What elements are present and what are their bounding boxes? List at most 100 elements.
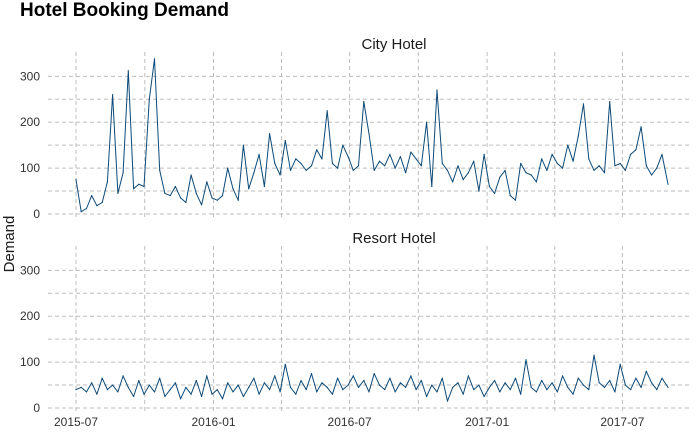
- data-point: [279, 391, 281, 393]
- data-point: [101, 201, 103, 204]
- data-point: [504, 169, 506, 171]
- data-point: [227, 167, 229, 169]
- data-point: [85, 207, 88, 210]
- y-tick-label: 100: [20, 161, 40, 175]
- data-point: [279, 174, 281, 176]
- data-point: [446, 169, 449, 171]
- data-point: [603, 172, 606, 174]
- data-point: [614, 165, 616, 167]
- data-point: [143, 393, 145, 395]
- data-point: [263, 185, 265, 188]
- data-point: [201, 204, 203, 206]
- data-point: [347, 384, 349, 386]
- data-point: [75, 389, 77, 391]
- y-tick-label: 300: [20, 69, 40, 83]
- x-tick-label: 2015-07: [54, 415, 98, 429]
- data-point: [405, 172, 407, 174]
- data-point: [467, 375, 469, 377]
- data-point: [127, 70, 129, 72]
- data-point: [138, 183, 140, 185]
- data-point: [316, 391, 318, 393]
- data-point: [169, 389, 171, 391]
- data-point: [352, 169, 354, 171]
- data-point: [609, 101, 611, 103]
- data-point: [133, 395, 135, 398]
- data-point: [274, 162, 276, 165]
- data-point: [148, 98, 150, 100]
- data-point: [122, 375, 124, 377]
- data-point: [593, 354, 595, 356]
- data-point: [509, 195, 511, 197]
- data-point: [85, 391, 88, 393]
- data-point: [478, 190, 480, 192]
- data-point: [289, 169, 292, 171]
- data-point: [232, 391, 234, 393]
- data-point: [567, 386, 569, 388]
- data-point: [80, 211, 82, 213]
- data-point: [420, 379, 422, 382]
- data-point: [342, 389, 344, 391]
- data-point: [624, 384, 627, 386]
- data-point: [169, 195, 171, 197]
- data-point: [389, 153, 391, 155]
- data-point: [483, 395, 485, 398]
- data-point: [117, 391, 119, 393]
- data-point: [588, 389, 590, 391]
- data-point: [473, 389, 475, 391]
- data-point: [473, 160, 475, 162]
- data-point: [567, 144, 569, 146]
- data-point: [394, 167, 396, 169]
- data-point: [551, 153, 553, 155]
- data-point: [572, 160, 574, 162]
- data-point: [488, 185, 490, 188]
- data-point: [310, 165, 313, 167]
- series-line: [75, 354, 669, 402]
- data-point: [499, 176, 501, 178]
- data-point: [384, 389, 386, 391]
- data-point: [242, 144, 244, 146]
- data-point: [300, 379, 302, 382]
- data-point: [221, 398, 224, 400]
- data-point: [101, 377, 103, 379]
- data-point: [520, 162, 522, 165]
- data-point: [242, 395, 244, 398]
- data-point: [96, 205, 98, 207]
- data-point: [494, 192, 496, 194]
- strip-label: City Hotel: [361, 36, 426, 53]
- data-point: [405, 386, 407, 388]
- data-point: [446, 400, 449, 402]
- data-point: [91, 382, 93, 384]
- data-point: [651, 174, 653, 176]
- data-point: [326, 110, 328, 112]
- data-point: [467, 172, 469, 174]
- data-point: [399, 382, 401, 384]
- data-point: [478, 384, 480, 386]
- data-point: [630, 389, 632, 391]
- data-point: [352, 375, 354, 377]
- y-tick-label: 100: [20, 355, 40, 369]
- data-point: [598, 382, 600, 384]
- data-point: [535, 181, 538, 183]
- data-point: [593, 169, 595, 171]
- data-point: [452, 181, 454, 183]
- data-point: [645, 165, 647, 167]
- data-point: [106, 181, 108, 183]
- data-point: [457, 382, 459, 384]
- data-point: [494, 379, 496, 382]
- data-point: [556, 162, 559, 165]
- data-point: [514, 199, 517, 201]
- data-point: [373, 169, 375, 171]
- panel-city-hotel: City Hotel 0 100 200 300: [20, 36, 690, 221]
- data-point: [316, 149, 318, 151]
- data-point: [180, 398, 182, 400]
- data-point: [373, 373, 375, 375]
- data-point: [305, 389, 307, 391]
- data-point: [635, 149, 637, 151]
- data-point: [269, 133, 271, 135]
- data-point: [357, 386, 360, 388]
- x-tick-label: 2016-07: [328, 415, 372, 429]
- data-point: [237, 384, 239, 386]
- data-point: [211, 197, 213, 199]
- data-point: [556, 391, 559, 393]
